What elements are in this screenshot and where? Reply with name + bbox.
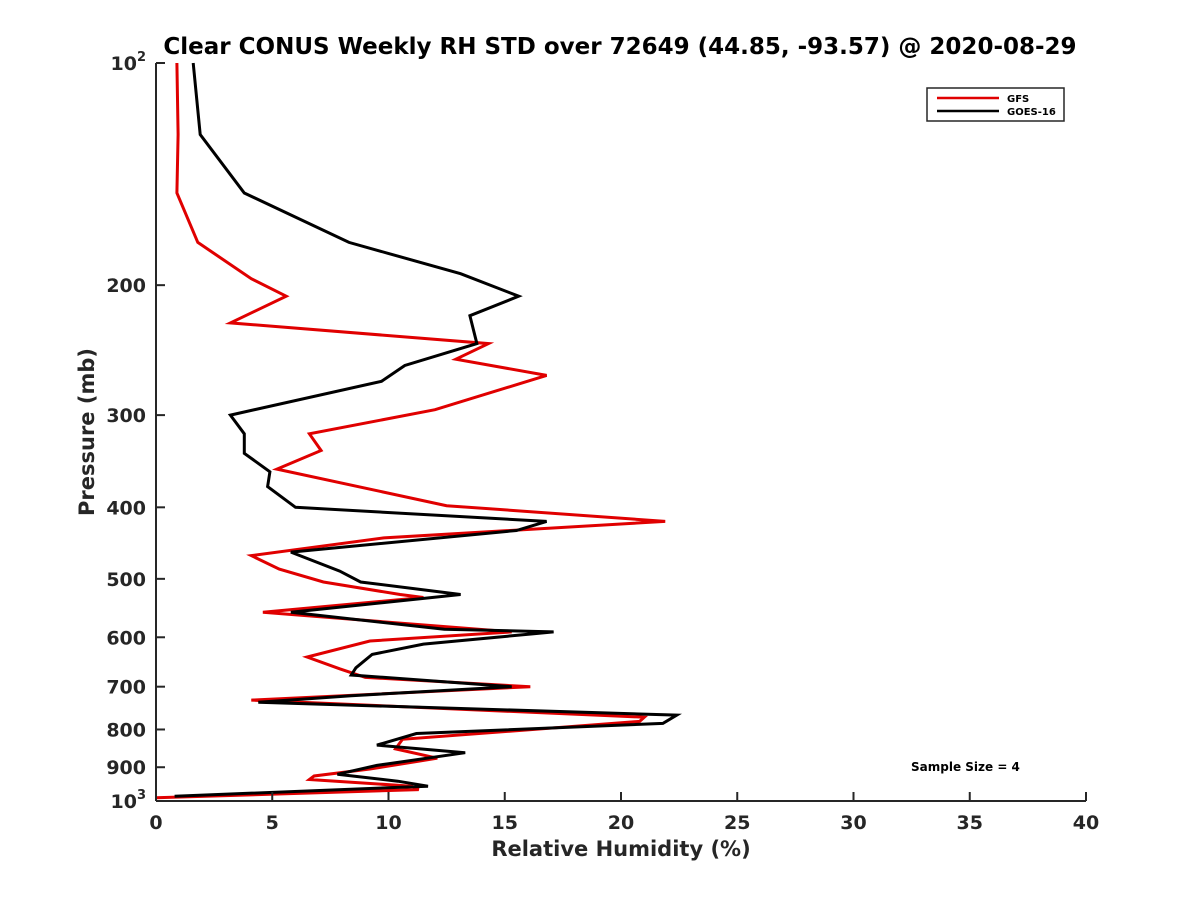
x-tick-label: 15 (492, 812, 518, 834)
y-tick-label: 500 (106, 569, 146, 591)
y-tick-label: 700 (106, 677, 146, 699)
x-tick-label: 20 (608, 812, 634, 834)
x-axis-label: Relative Humidity (%) (491, 837, 750, 861)
legend-label: GFS (1007, 94, 1029, 105)
plot-area (156, 63, 1086, 801)
legend-label: GOES-16 (1007, 107, 1056, 118)
x-tick-label: 0 (149, 812, 162, 834)
y-tick-label: 600 (106, 627, 146, 649)
series-line-goes-16 (174, 62, 682, 798)
y-axis-label: Pressure (mb) (75, 348, 99, 516)
y-tick-label: 200 (106, 275, 146, 297)
legend-box (926, 87, 1065, 122)
x-tick-label: 35 (957, 812, 983, 834)
chart-title: Clear CONUS Weekly RH STD over 72649 (44… (163, 34, 1076, 60)
y-tick-label: 103 (111, 788, 147, 813)
legend: GFS GOES-16 (926, 87, 1065, 122)
x-axis: 0 5 10 15 20 25 30 35 40 (149, 792, 1099, 834)
x-tick-label: 10 (375, 812, 401, 834)
y-tick-label: 400 (106, 497, 146, 519)
series-line-gfs (155, 62, 666, 800)
y-tick-label: 800 (106, 719, 146, 741)
x-tick-label: 5 (266, 812, 279, 834)
y-tick-label: 102 (111, 50, 147, 75)
sample-size-annotation: Sample Size = 4 (911, 760, 1020, 774)
y-tick-label: 900 (106, 757, 146, 779)
x-tick-label: 40 (1073, 812, 1099, 834)
y-axis: 102 200 300 400 500 600 700 800 900 103 (106, 50, 165, 813)
y-tick-label: 300 (106, 405, 146, 427)
x-tick-label: 30 (840, 812, 866, 834)
x-tick-label: 25 (724, 812, 750, 834)
series-layer (155, 62, 682, 800)
